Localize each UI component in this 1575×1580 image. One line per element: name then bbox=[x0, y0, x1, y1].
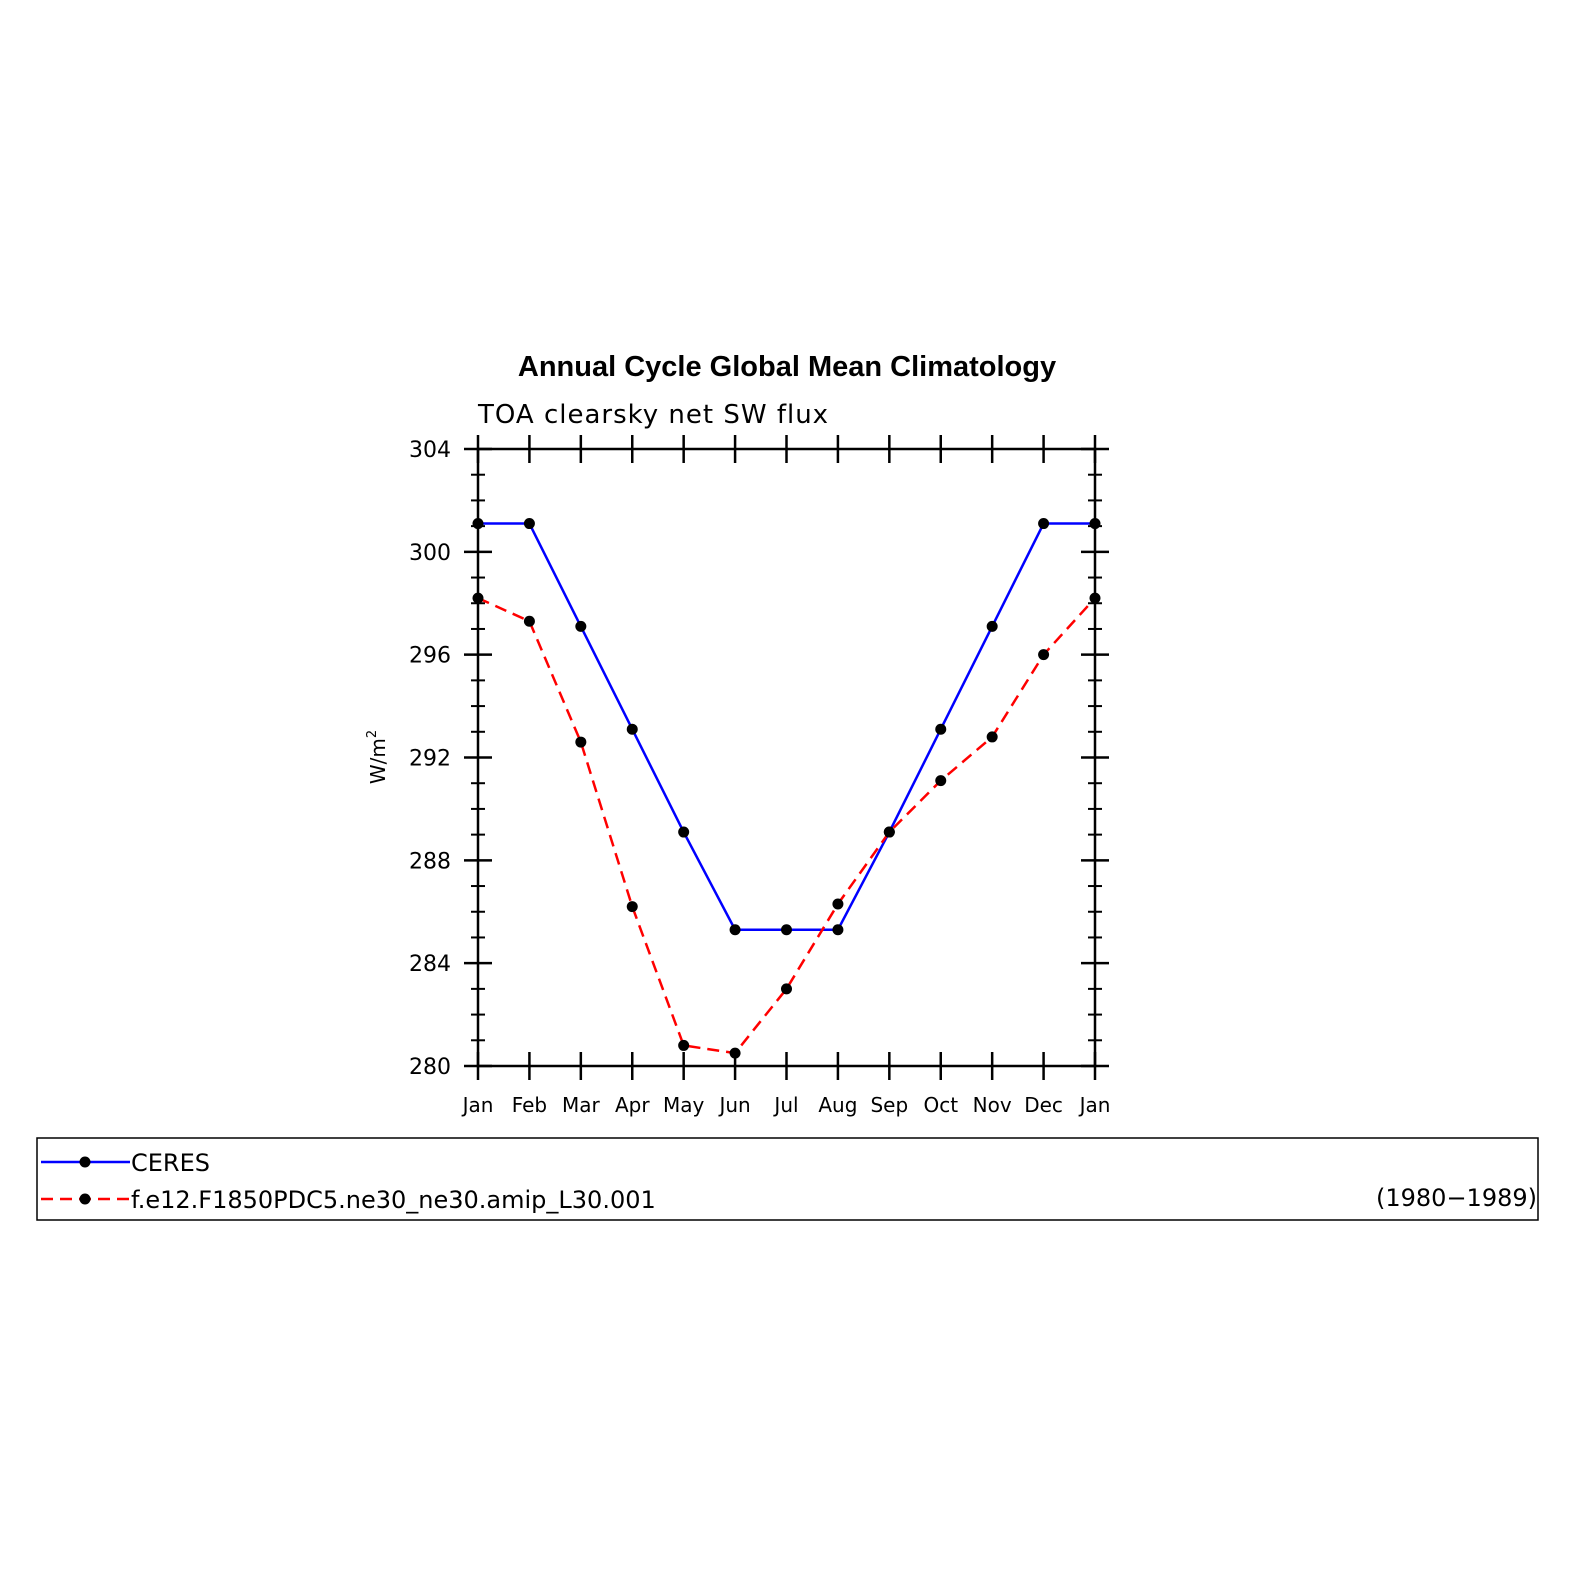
y-axis-label: W/m2 bbox=[365, 730, 390, 784]
plot-frame bbox=[476, 447, 1097, 1068]
y-tick-label: 300 bbox=[409, 541, 451, 566]
series-1-point bbox=[781, 924, 792, 936]
y-axis-label-text: W/m bbox=[366, 738, 390, 784]
series-2-point bbox=[1038, 649, 1050, 661]
series-1-point bbox=[678, 826, 690, 838]
chart-title: Annual Cycle Global Mean Climatology bbox=[518, 351, 1056, 383]
y-tick-label: 284 bbox=[409, 952, 451, 977]
x-tick-label: May bbox=[663, 1093, 705, 1117]
series-1-point bbox=[575, 620, 587, 632]
x-tick-label: Mar bbox=[562, 1093, 601, 1117]
series-2-point bbox=[575, 736, 587, 748]
x-tick-label: Jun bbox=[717, 1093, 750, 1117]
legend-label-1: CERES bbox=[131, 1149, 210, 1177]
series-1-point bbox=[986, 620, 998, 632]
x-tick-label: Jan bbox=[461, 1093, 494, 1117]
series-1-point bbox=[935, 723, 947, 735]
y-tick-label: 288 bbox=[409, 849, 451, 874]
y-tick-label: 280 bbox=[409, 1055, 451, 1080]
x-tick-label: Apr bbox=[615, 1093, 650, 1117]
series-2-point bbox=[935, 775, 947, 787]
x-tick-label: Dec bbox=[1024, 1093, 1063, 1117]
y-tick-label: 292 bbox=[409, 747, 451, 772]
series-2-point bbox=[626, 901, 638, 913]
x-tick-label: Jul bbox=[772, 1093, 798, 1117]
y-tick-label: 304 bbox=[409, 438, 451, 463]
series-1-point bbox=[626, 723, 638, 735]
series-2-point bbox=[729, 1047, 741, 1059]
y-tick-label: 296 bbox=[409, 644, 451, 669]
series-2-point bbox=[832, 898, 844, 910]
series-2-point bbox=[523, 615, 535, 627]
series-2-point bbox=[678, 1039, 690, 1051]
x-tick-label: Sep bbox=[870, 1093, 908, 1117]
svg-text:W/m2: W/m2 bbox=[365, 730, 390, 784]
legend-label-2: f.e12.F1850PDC5.ne30_ne30.amip_L30.001 bbox=[131, 1186, 656, 1214]
plot-area: 280 284 288 292 296 300 304 Jan Feb Mar Apr May Jun J… bbox=[409, 435, 1110, 1117]
series-1-point bbox=[1038, 518, 1050, 530]
series-1-point bbox=[523, 518, 535, 530]
y-axis-label-superscript: 2 bbox=[365, 730, 380, 738]
series-2-point bbox=[883, 826, 895, 838]
x-tick-label: Nov bbox=[973, 1093, 1012, 1117]
legend-date-range: (1980−1989) bbox=[1376, 1184, 1537, 1212]
series-1-point bbox=[729, 924, 741, 936]
legend-marker-1 bbox=[79, 1156, 91, 1168]
legend: CERES f.e12.F1850PDC5.ne30_ne30.amip_L30.… bbox=[41, 1149, 656, 1214]
x-tick-label: Jan bbox=[1078, 1093, 1111, 1117]
x-tick-label: Feb bbox=[512, 1093, 547, 1117]
chart-subtitle: TOA clearsky net SW flux bbox=[477, 400, 829, 430]
series-2-point bbox=[781, 983, 792, 995]
x-tick-label: Aug bbox=[818, 1093, 857, 1117]
series-1-point bbox=[832, 924, 844, 936]
series-line-1 bbox=[478, 522, 1095, 931]
legend-box bbox=[36, 1137, 1539, 1221]
series-2-point bbox=[986, 731, 998, 743]
legend-marker-2 bbox=[79, 1193, 91, 1205]
x-tick-label: Oct bbox=[923, 1093, 958, 1117]
